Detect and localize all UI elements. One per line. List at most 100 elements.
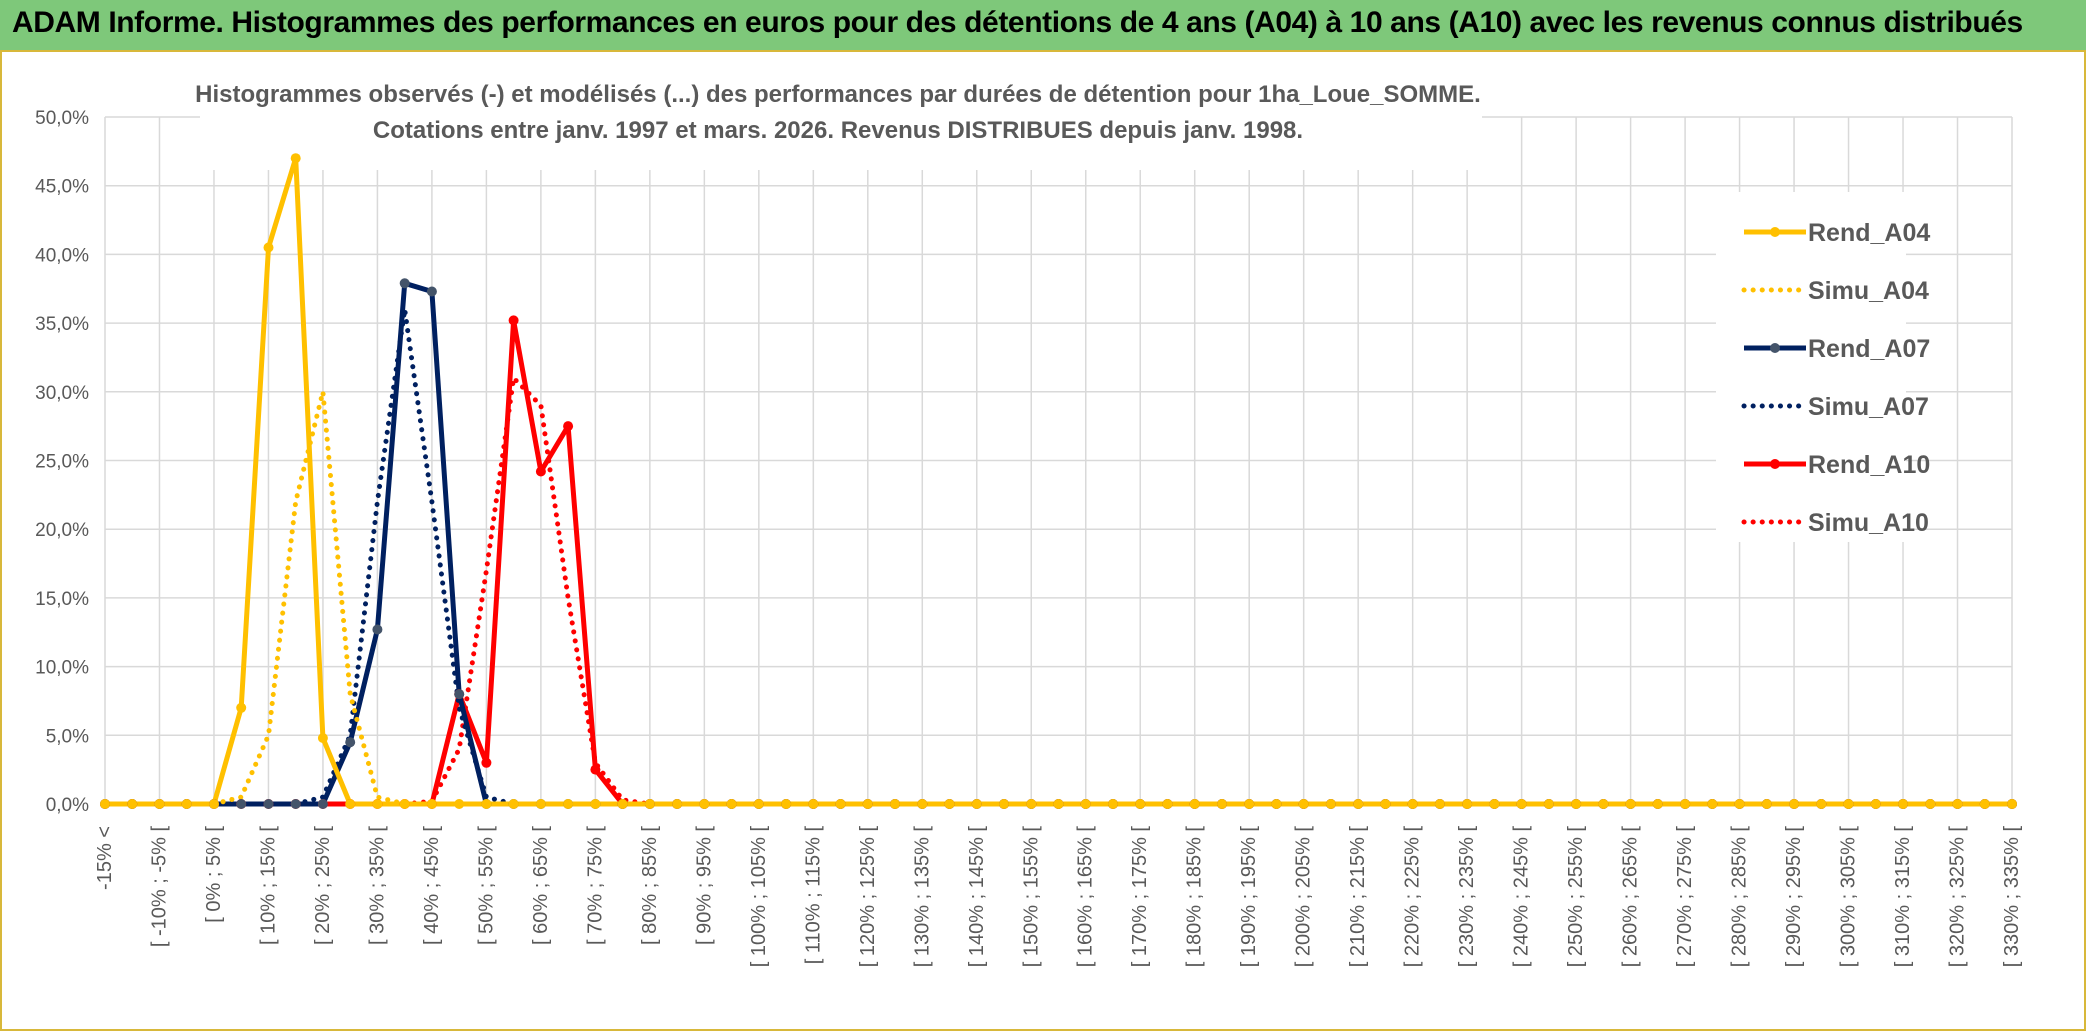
x-tick-label: [ 0% ; 5% [	[203, 826, 225, 923]
data-point	[1108, 799, 1118, 809]
data-point	[1135, 799, 1146, 809]
x-tick-label: [ 40% ; 45% [	[421, 826, 443, 945]
data-point	[1952, 799, 1963, 809]
data-point	[1489, 799, 1500, 809]
data-point	[563, 799, 574, 809]
data-point	[890, 799, 900, 809]
data-point	[1516, 799, 1527, 809]
y-tick-label: 40,0%	[35, 245, 89, 266]
chart-legend: Rend_A04 Simu_A04 Rend_A07 Simu_A07 Rend_A10…	[1716, 192, 1930, 542]
y-tick-label: 15,0%	[35, 589, 89, 610]
data-point	[426, 799, 437, 809]
data-point	[1353, 799, 1364, 809]
data-point	[1325, 799, 1336, 809]
x-tick-label: [ 20% ; 25% [	[312, 826, 334, 945]
report-title: ADAM Informe. Histogrammes des performan…	[12, 6, 2023, 39]
legend-label: Rend_A04	[1808, 219, 1930, 247]
data-point	[2007, 799, 2017, 809]
x-tick-label: [ 330% ; 335% [	[2001, 826, 2023, 968]
y-tick-label: 5,0%	[46, 726, 89, 747]
x-tick-label: [ 80% ; 85% [	[639, 826, 661, 945]
data-point	[100, 799, 110, 809]
y-tick-label: 25,0%	[35, 452, 89, 473]
x-tick-label: [ 270% ; 275% [	[1674, 826, 1696, 968]
y-tick-label: 0,0%	[46, 795, 89, 816]
x-tick-label: -15% <	[94, 826, 116, 890]
data-point	[1707, 799, 1718, 809]
data-point	[862, 799, 873, 809]
x-tick-label: [ 180% ; 185% [	[1184, 826, 1206, 968]
data-point	[617, 799, 628, 809]
y-axis-ticks: 0,0% 5,0% 10,0% 15,0% 20,0% 25,0% 30,0% 35,0% 40…	[35, 108, 89, 816]
data-point	[317, 799, 328, 809]
histogram-chart: Histogrammes observés (-) et modélisés (…	[35, 74, 2023, 968]
data-point	[726, 799, 737, 809]
x-tick-label: [ 140% ; 145% [	[966, 826, 988, 968]
x-tick-label: [ 50% ; 55% [	[475, 826, 497, 945]
x-tick-label: [ 240% ; 245% [	[1511, 826, 1533, 968]
data-point	[1898, 799, 1908, 809]
x-tick-label: [ 210% ; 215% [	[1347, 826, 1369, 968]
data-point	[672, 799, 683, 809]
x-tick-label: [ 150% ; 155% [	[1020, 826, 1042, 968]
data-point	[535, 466, 546, 477]
x-tick-label: [ 300% ; 305% [	[1838, 826, 1860, 968]
data-point	[1680, 799, 1691, 809]
legend-marker	[1770, 227, 1780, 237]
x-tick-label: [ 280% ; 285% [	[1729, 826, 1751, 968]
data-point	[1407, 799, 1418, 809]
x-tick-label: [ 90% ; 95% [	[693, 826, 715, 945]
legend-label: Simu_A10	[1808, 509, 1929, 537]
data-point	[454, 689, 465, 700]
x-tick-label: [ 190% ; 195% [	[1238, 826, 1260, 968]
data-point	[1816, 799, 1827, 809]
series-lines	[100, 153, 2017, 809]
x-tick-label: [ 310% ; 315% [	[1892, 826, 1914, 968]
data-point	[481, 757, 492, 768]
x-tick-label: [ 220% ; 225% [	[1402, 826, 1424, 968]
data-point	[917, 799, 928, 809]
data-point	[1598, 799, 1609, 809]
data-point	[808, 799, 819, 809]
data-point	[372, 799, 383, 809]
title-background	[200, 74, 1482, 170]
data-point	[154, 799, 165, 809]
x-tick-label: [ -10% ; -5% [	[148, 826, 170, 948]
data-point	[1053, 799, 1064, 809]
legend-label: Simu_A07	[1808, 393, 1929, 421]
data-point	[426, 286, 437, 297]
chart-title-block: Histogrammes observés (-) et modélisés (…	[195, 74, 1482, 170]
data-point	[835, 799, 846, 809]
data-point	[127, 799, 138, 809]
chart-title: Histogrammes observés (-) et modélisés (…	[195, 81, 1481, 108]
data-point	[399, 278, 410, 289]
legend-background	[1716, 192, 1906, 542]
data-point	[644, 799, 655, 809]
data-point	[1571, 799, 1582, 809]
data-point	[590, 799, 601, 809]
x-tick-label: [ 100% ; 105% [	[748, 826, 770, 968]
report-banner: ADAM Informe. Histogrammes des performan…	[0, 0, 2086, 52]
data-point	[508, 799, 519, 809]
data-point	[481, 799, 492, 809]
data-point	[263, 799, 274, 809]
legend-label: Rend_A10	[1808, 451, 1930, 479]
data-point	[345, 737, 356, 748]
x-tick-label: [ 260% ; 265% [	[1620, 826, 1642, 968]
x-tick-label: [ 110% ; 115% [	[802, 826, 824, 965]
y-tick-label: 10,0%	[35, 658, 89, 679]
data-point	[1789, 799, 1800, 809]
data-point	[1979, 799, 1990, 809]
data-point	[535, 799, 546, 809]
data-point	[236, 799, 247, 809]
chart-frame	[0, 52, 2086, 1031]
data-point	[999, 799, 1009, 809]
data-point	[1870, 799, 1881, 809]
data-point	[1625, 799, 1636, 809]
data-point	[236, 702, 247, 713]
data-point	[1080, 799, 1091, 809]
data-point	[699, 799, 710, 809]
y-tick-label: 35,0%	[35, 314, 89, 335]
data-point	[1244, 799, 1255, 809]
y-tick-label: 50,0%	[35, 108, 89, 129]
